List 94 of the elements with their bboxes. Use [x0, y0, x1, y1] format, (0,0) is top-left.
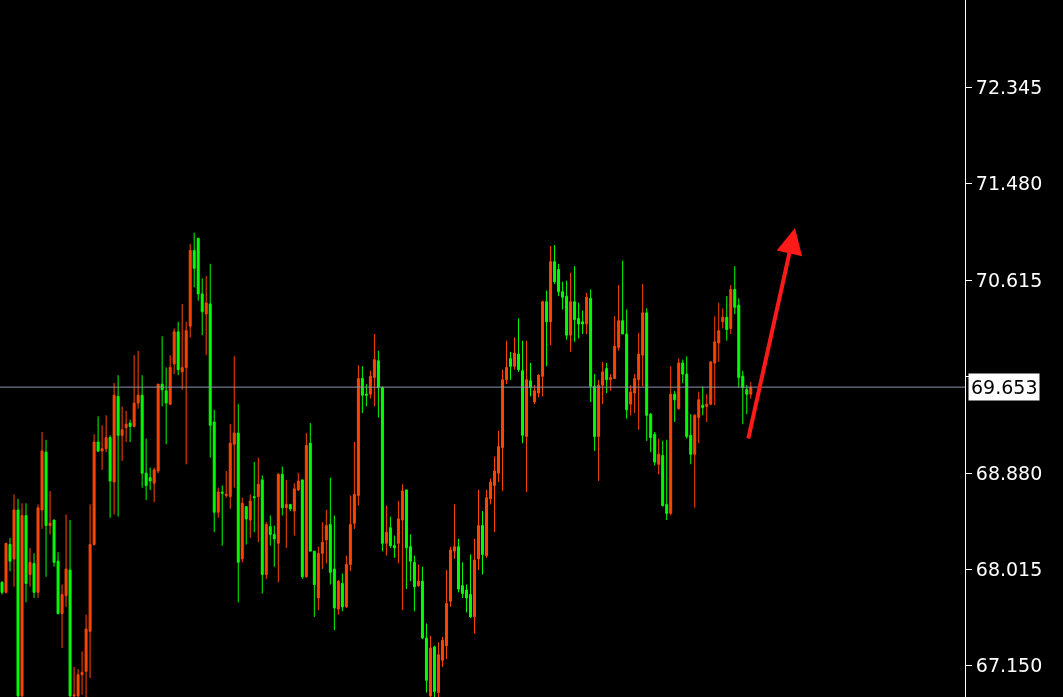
candlestick — [729, 284, 733, 335]
candlestick — [116, 374, 120, 518]
candlestick — [284, 479, 288, 549]
candlestick — [673, 390, 677, 423]
candlestick — [412, 555, 416, 612]
candlestick — [12, 493, 16, 588]
candlestick — [188, 243, 192, 338]
candlestick — [677, 358, 681, 411]
candlestick — [256, 457, 260, 543]
candlestick — [380, 385, 384, 552]
candlestick — [513, 336, 517, 371]
ref-line-label: 69.653 — [971, 376, 1038, 398]
candlestick — [128, 419, 132, 443]
candlestick — [112, 382, 116, 515]
candlestick — [669, 365, 673, 517]
candlestick — [509, 351, 513, 381]
candlestick — [336, 579, 340, 616]
candlestick — [436, 641, 440, 697]
y-tick-label: 72.345 — [975, 76, 1043, 99]
candlestick — [404, 489, 408, 590]
candlestick — [220, 484, 224, 547]
candlestick — [0, 580, 4, 596]
candlestick — [204, 275, 208, 356]
candlestick — [605, 362, 609, 394]
candlestick — [8, 537, 12, 572]
candlestick — [665, 439, 669, 521]
candlestick — [541, 300, 545, 397]
candlestick — [172, 327, 176, 375]
candlestick — [745, 384, 749, 415]
candlestick — [416, 564, 420, 588]
candlestick — [565, 280, 569, 341]
candlestick — [428, 635, 432, 697]
candlestick — [240, 497, 244, 563]
candlestick — [24, 502, 28, 603]
y-tick-label: 67.150 — [975, 654, 1043, 677]
candlestick — [236, 403, 240, 603]
candlestick — [280, 466, 284, 517]
candlestick — [216, 487, 220, 519]
candlestick — [573, 265, 577, 343]
y-tick-label: 68.880 — [975, 461, 1043, 484]
candlestick — [252, 461, 256, 533]
candlestick — [72, 666, 76, 697]
candlestick — [304, 432, 308, 579]
candlestick — [545, 290, 549, 367]
candlestick — [28, 547, 32, 588]
candlestick — [749, 381, 753, 400]
candlestick — [168, 354, 172, 406]
candlestick — [340, 572, 344, 612]
candlestick — [657, 438, 661, 475]
candlestick — [372, 333, 376, 407]
candlestick — [244, 506, 248, 545]
candlestick — [400, 483, 404, 611]
candlestick — [20, 502, 24, 697]
candlestick — [549, 245, 553, 346]
candlestick — [585, 292, 589, 335]
candlestick — [701, 385, 705, 416]
candlestick — [525, 340, 529, 493]
candlestick — [376, 350, 380, 419]
candlestick — [32, 552, 36, 599]
candlestick — [120, 405, 124, 462]
y-tick-label: 71.480 — [975, 172, 1043, 195]
candlestick — [288, 503, 292, 512]
candlestick — [44, 439, 48, 578]
candlestick — [164, 366, 168, 445]
candlestick — [593, 373, 597, 452]
candlestick — [4, 542, 8, 594]
candlestick — [569, 272, 573, 353]
candlestick — [324, 509, 328, 564]
candlestick — [264, 521, 268, 580]
candlestick — [521, 340, 525, 444]
candlestick — [300, 479, 304, 580]
candlestick — [248, 493, 252, 539]
candlestick — [108, 434, 112, 519]
candlestick — [589, 288, 593, 403]
candlestick — [96, 415, 100, 453]
candlestick — [260, 474, 264, 594]
candlestick — [432, 645, 436, 697]
candlestick — [725, 295, 729, 342]
y-tick-label: 68.015 — [975, 558, 1043, 581]
candlestick — [721, 307, 725, 329]
candlestick — [481, 510, 484, 576]
candlestick — [360, 365, 364, 414]
candlestick — [132, 354, 136, 429]
candlestick — [16, 498, 20, 697]
candlestick — [176, 321, 180, 376]
candlestick — [160, 335, 164, 407]
candlestick — [276, 472, 280, 583]
candlestick — [469, 553, 472, 619]
candlestick — [48, 490, 52, 535]
y-tick-label: 70.615 — [975, 268, 1043, 291]
candlestick — [68, 519, 72, 697]
candlestick — [384, 504, 388, 557]
candlestick — [529, 362, 533, 397]
candlestick — [517, 317, 521, 373]
